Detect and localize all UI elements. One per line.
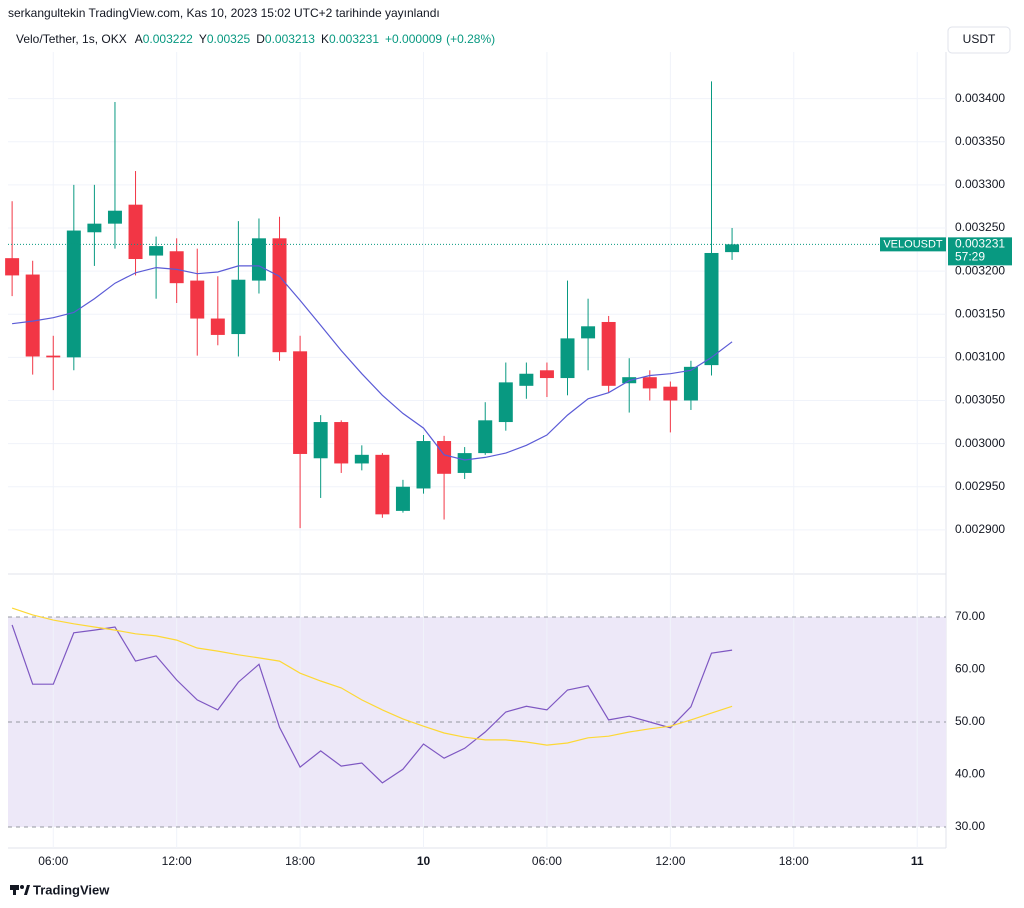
brand-logo [10, 885, 30, 895]
legend-change: +0.000009 [385, 32, 442, 46]
x-tick-label: 10 [417, 854, 431, 868]
legend-value: 0.003213 [265, 32, 315, 46]
brand: TradingView [33, 882, 110, 897]
legend-change-pct: (+0.28%) [446, 32, 495, 46]
candle-body [231, 279, 246, 335]
candle-body [251, 238, 266, 281]
legend-value: 0.00325 [207, 32, 251, 46]
legend-key: A [135, 32, 143, 46]
last-price-value: 0.003231 [955, 237, 1005, 251]
candle-body [149, 246, 164, 256]
rsi-line [11, 607, 733, 746]
last-price-name-box [880, 237, 946, 252]
candle-body [313, 422, 328, 459]
y-tick-label: 30.00 [955, 819, 985, 833]
last-price-name: VELOUSDT [883, 238, 943, 250]
candle-body [334, 422, 349, 464]
x-tick-label: 06:00 [532, 854, 562, 868]
candle-body [416, 441, 431, 489]
candle-body [107, 210, 122, 224]
candle-body [519, 373, 534, 386]
y-tick-label: 50.00 [955, 714, 985, 728]
candle-body [725, 244, 740, 253]
candle-body [354, 454, 369, 464]
y-tick-label: 0.003300 [955, 177, 1005, 191]
legend-value: 0.003222 [143, 32, 193, 46]
legend-key: Y [199, 32, 207, 46]
legend-value: 0.003231 [329, 32, 379, 46]
y-tick-label: 70.00 [955, 609, 985, 623]
candle-body [437, 441, 452, 474]
candle-body [66, 230, 81, 358]
y-tick-label: 0.003100 [955, 350, 1005, 364]
legend-key: D [256, 32, 265, 46]
candle-body [663, 386, 678, 401]
candle-body [478, 420, 493, 454]
published-note: serkangultekin TradingView.com, Kas 10, … [8, 6, 440, 20]
currency-button[interactable] [947, 26, 1011, 54]
y-tick-label: 0.003150 [955, 306, 1005, 320]
y-tick-label: 0.002950 [955, 479, 1005, 493]
candle-body [601, 321, 616, 386]
y-tick-label: 0.003200 [955, 263, 1005, 277]
moving-average [12, 265, 733, 461]
candle-body [25, 274, 40, 357]
y-tick-label: 0.002900 [955, 522, 1005, 536]
y-tick-label: 0.003250 [955, 220, 1005, 234]
x-tick-label: 11 [911, 854, 924, 868]
rsi-line [11, 624, 733, 784]
candle-body [46, 355, 61, 358]
currency-label[interactable]: USDT [963, 32, 996, 46]
candle-body [272, 238, 287, 353]
legend-symbol: Velo/Tether, 1s, OKX [16, 32, 127, 46]
x-tick-label: 12:00 [655, 854, 685, 868]
legend: Velo/Tether, 1s, OKX A0.003222 Y0.00325 D0.… [16, 32, 495, 46]
y-tick-label: 0.003050 [955, 393, 1005, 407]
candle-body [581, 326, 596, 339]
y-tick-label: 60.00 [955, 662, 985, 676]
candle-body [704, 252, 719, 366]
x-tick-label: 18:00 [779, 854, 809, 868]
y-tick-label: 0.003400 [955, 91, 1005, 105]
x-tick-label: 18:00 [285, 854, 315, 868]
candle-body [210, 318, 225, 335]
candle-body [293, 351, 308, 454]
candle-body [395, 486, 410, 511]
rsi-band [8, 617, 946, 827]
candle-body [560, 338, 575, 379]
candle-body [128, 204, 143, 260]
candle-body [642, 377, 657, 389]
candle-body [375, 454, 390, 515]
candle-body [190, 280, 205, 319]
x-tick-label: 06:00 [38, 854, 68, 868]
y-tick-label: 0.003000 [955, 436, 1005, 450]
y-tick-label: 0.003350 [955, 134, 1005, 148]
y-tick-label: 40.00 [955, 767, 985, 781]
candle-body [683, 366, 698, 401]
candle-body [498, 382, 513, 423]
last-price-countdown: 57:29 [955, 250, 985, 264]
x-tick-label: 12:00 [162, 854, 192, 868]
legend-key: K [321, 32, 329, 46]
candle-body [169, 251, 184, 284]
last-price-box [948, 237, 1012, 266]
candle-body [457, 453, 472, 473]
candle-body [539, 370, 554, 379]
candle-body [5, 258, 20, 276]
candle-body [87, 223, 102, 233]
